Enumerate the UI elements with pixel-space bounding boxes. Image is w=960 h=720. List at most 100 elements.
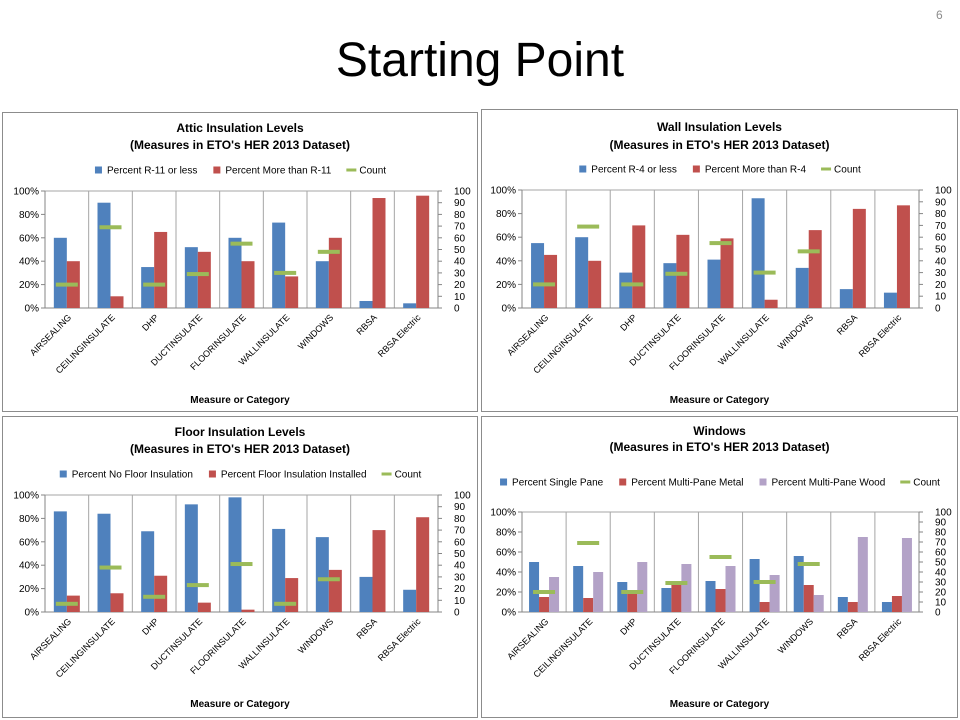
bar [837,597,848,612]
bar [403,303,417,308]
y2-tick-label: 40 [935,568,947,579]
bar [272,528,286,612]
count-marker [317,577,340,582]
count-marker [577,541,600,545]
y2-tick-label: 20 [454,584,466,595]
bar [588,260,602,308]
y-tick-label: 40% [496,568,516,579]
count-marker [753,580,776,584]
bar [228,237,242,308]
y-tick-label: 40% [19,561,39,572]
x-tick-label: WINDOWS [296,312,335,351]
legend-swatch [821,167,832,171]
legend-label: Percent Multi-Pane Metal [631,478,743,489]
y2-tick-label: 30 [935,268,947,279]
bar [228,497,242,612]
legend-item: Percent Floor Insulation Installed [208,470,367,481]
count-marker [143,594,166,599]
legend-label: Percent R-4 or less [591,165,677,176]
legend-label: Percent Multi-Pane Wood [772,478,886,489]
x-tick-label: AIRSEALING [505,312,550,357]
attic-insulation-chart: Attic Insulation Levels (Measures in ETO'… [2,112,478,412]
count-marker [186,583,209,588]
legend-label: Percent Floor Insulation Installed [221,470,367,481]
y-tick-label: 20% [496,280,516,291]
legend-label: Percent More than R-11 [225,166,331,177]
y2-tick-label: 90 [935,518,947,529]
legend-swatch [579,165,587,173]
legend-item: Count [381,470,421,481]
y-tick-label: 80% [19,514,39,525]
y-tick-label: 20% [19,584,39,595]
bar [725,566,736,612]
legend-swatch [213,166,221,174]
count-marker [797,249,820,254]
bar [891,596,902,612]
legend: Percent No Floor Insulation Percent Floor… [59,470,421,481]
y-tick-label: 20% [19,280,39,291]
bar [676,234,690,308]
y2-tick-label: 90 [454,198,466,209]
bar [793,556,804,612]
legend-item: Percent Multi-Pane Wood [759,478,886,489]
bar [184,247,198,308]
bar [285,578,299,612]
y2-tick-label: 80 [935,209,947,220]
bar [53,237,67,308]
y-tick-label: 0% [25,608,40,619]
bar [852,208,866,308]
y2-tick-label: 60 [454,537,466,548]
legend: Percent Single Pane Percent Multi-Pane Me… [500,478,940,489]
y2-tick-label: 30 [454,572,466,583]
chart-subtitle: (Measures in ETO's HER 2013 Dataset) [609,440,829,454]
legend-item: Count [821,165,861,176]
bar [315,537,329,612]
y-tick-label: 80% [496,528,516,539]
page-number: 6 [936,8,943,22]
y2-tick-label: 50 [935,245,947,256]
x-tick-label: RBSA [355,312,379,336]
y2-tick-label: 100 [935,508,952,519]
windows-chart: Windows (Measures in ETO's HER 2013 Datas… [481,416,958,718]
bar [583,598,594,612]
bar [720,238,734,308]
count-marker [99,225,122,230]
bar [241,609,255,612]
bar [896,205,910,308]
legend-swatch [900,480,911,484]
y2-tick-label: 80 [935,528,947,539]
y2-tick-label: 70 [454,526,466,537]
x-tick-label: RBSA Electric [857,312,904,359]
bar [705,581,716,612]
y2-tick-label: 90 [935,197,947,208]
y2-tick-label: 0 [454,304,460,315]
bar [847,602,858,612]
legend-item: Percent R-11 or less [94,166,197,177]
count-marker [533,590,556,594]
bar [803,585,814,612]
bar [53,511,67,612]
x-axis-title: Measure or Category [670,395,770,406]
legend-swatch [346,168,357,172]
y-tick-label: 80% [19,210,39,221]
count-marker [55,282,78,287]
legend-swatch [59,470,67,478]
x-tick-label: RBSA [835,312,859,336]
bar [328,569,342,612]
y2-tick-label: 100 [454,491,471,502]
x-tick-label: AIRSEALING [28,312,73,357]
y2-tick-label: 60 [454,233,466,244]
y-tick-label: 100% [13,187,39,198]
x-tick-label: RBSA Electric [376,312,423,359]
x-tick-label: RBSA Electric [376,616,423,663]
count-marker [143,282,166,287]
legend-item: Percent More than R-4 [692,165,806,176]
slide-title: Starting Point [335,34,625,87]
count-marker [317,249,340,254]
x-tick-label: DHP [140,312,161,333]
bar [97,513,111,612]
y-tick-label: 0% [502,304,517,315]
y-tick-label: 100% [490,186,516,197]
bar [315,261,329,308]
bar [141,267,155,308]
